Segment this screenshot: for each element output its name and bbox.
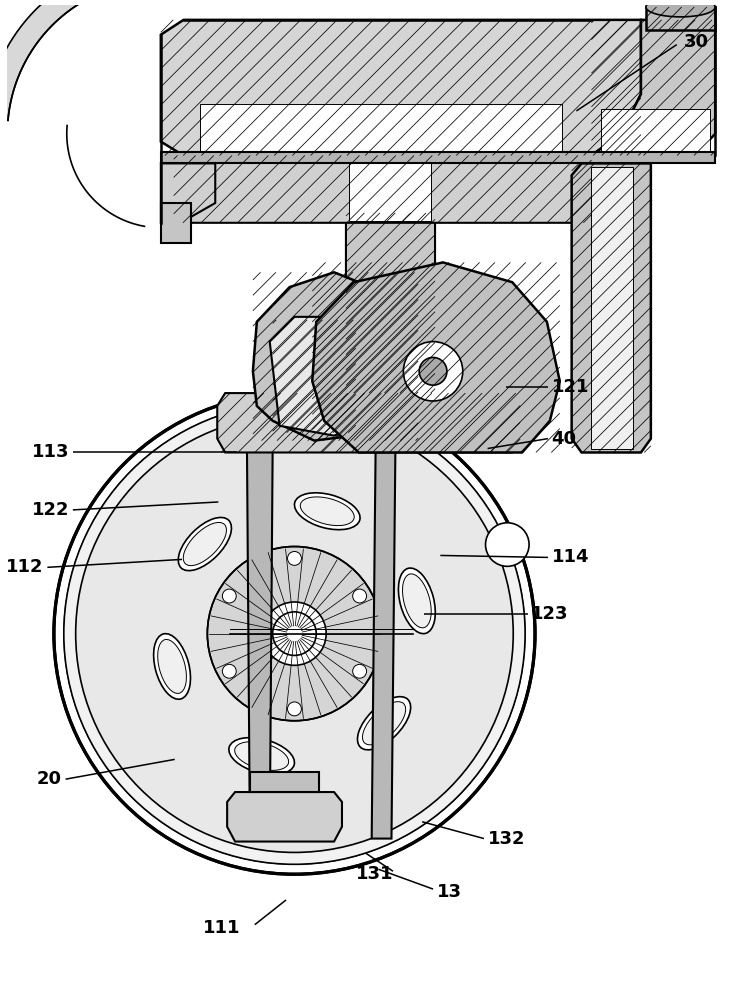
Circle shape — [309, 340, 323, 353]
Text: 113: 113 — [32, 443, 69, 461]
Ellipse shape — [229, 738, 295, 774]
Circle shape — [486, 523, 529, 566]
Circle shape — [329, 347, 343, 360]
Polygon shape — [253, 272, 418, 441]
Circle shape — [207, 547, 381, 721]
Text: 123: 123 — [531, 605, 569, 623]
Polygon shape — [201, 104, 562, 152]
Circle shape — [263, 602, 326, 665]
Polygon shape — [346, 213, 435, 393]
Ellipse shape — [301, 497, 354, 526]
Ellipse shape — [234, 742, 289, 770]
Circle shape — [293, 330, 306, 344]
Circle shape — [312, 323, 326, 337]
Circle shape — [327, 363, 341, 377]
Circle shape — [305, 373, 319, 387]
Circle shape — [307, 356, 321, 370]
Polygon shape — [601, 109, 710, 152]
Circle shape — [223, 589, 236, 603]
Polygon shape — [270, 317, 359, 436]
Polygon shape — [161, 203, 190, 243]
Circle shape — [286, 379, 299, 393]
Circle shape — [223, 664, 236, 678]
Polygon shape — [592, 20, 715, 155]
Polygon shape — [572, 163, 651, 452]
Circle shape — [287, 551, 301, 565]
Ellipse shape — [183, 522, 226, 566]
Circle shape — [353, 664, 367, 678]
Polygon shape — [0, 0, 249, 120]
Text: 20: 20 — [37, 770, 62, 788]
Polygon shape — [173, 155, 592, 223]
Circle shape — [287, 702, 301, 716]
Text: 131: 131 — [356, 865, 393, 883]
Ellipse shape — [295, 493, 360, 530]
Polygon shape — [372, 446, 395, 839]
Circle shape — [290, 347, 304, 360]
Polygon shape — [161, 163, 215, 223]
Ellipse shape — [154, 634, 190, 699]
Ellipse shape — [398, 568, 435, 634]
Polygon shape — [349, 157, 431, 221]
Polygon shape — [247, 446, 273, 839]
Circle shape — [276, 616, 312, 651]
Ellipse shape — [362, 702, 406, 745]
Text: 111: 111 — [204, 919, 241, 937]
Text: 132: 132 — [487, 830, 525, 848]
Text: 40: 40 — [552, 430, 577, 448]
Polygon shape — [250, 772, 319, 792]
Text: 112: 112 — [6, 558, 44, 576]
Circle shape — [287, 362, 301, 376]
Text: 122: 122 — [32, 501, 69, 519]
Polygon shape — [592, 167, 633, 449]
Polygon shape — [161, 20, 641, 155]
Polygon shape — [161, 152, 715, 163]
Polygon shape — [312, 262, 560, 452]
Ellipse shape — [646, 0, 715, 17]
Circle shape — [273, 612, 316, 655]
Ellipse shape — [179, 517, 232, 571]
Ellipse shape — [403, 574, 431, 628]
Circle shape — [76, 415, 513, 852]
Polygon shape — [227, 792, 342, 842]
Text: 30: 30 — [684, 33, 709, 51]
Circle shape — [404, 342, 463, 401]
Circle shape — [419, 357, 447, 385]
Ellipse shape — [357, 697, 411, 750]
Circle shape — [353, 589, 367, 603]
Text: 114: 114 — [552, 548, 589, 566]
Polygon shape — [646, 7, 715, 30]
Polygon shape — [352, 185, 431, 215]
Circle shape — [332, 330, 346, 344]
Polygon shape — [218, 393, 520, 452]
Circle shape — [64, 403, 525, 864]
Text: 13: 13 — [437, 883, 462, 901]
Text: 121: 121 — [552, 378, 589, 396]
Ellipse shape — [158, 639, 187, 693]
